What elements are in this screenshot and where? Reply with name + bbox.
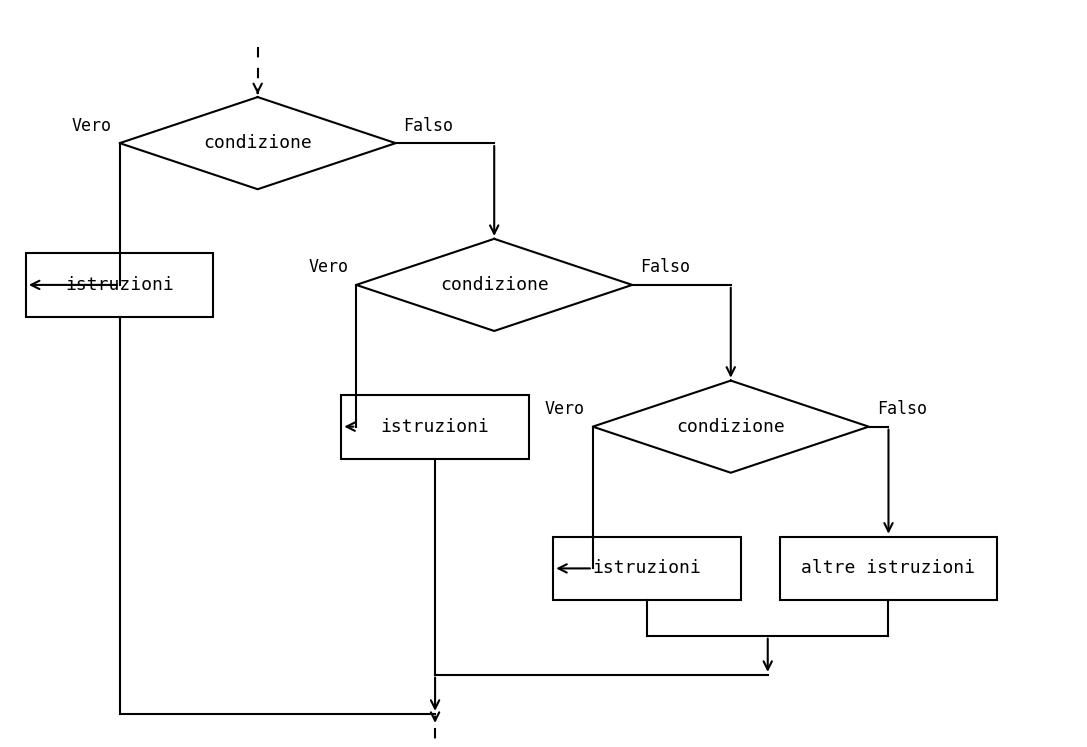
Text: Vero: Vero [72,117,112,134]
Text: Vero: Vero [309,258,348,276]
Bar [341,394,528,459]
Text: condizione: condizione [676,418,785,436]
Text: condizione: condizione [440,276,549,294]
Text: Falso: Falso [876,400,926,418]
Text: altre istruzioni: altre istruzioni [801,560,975,577]
Bar [26,253,213,317]
Text: istruzioni: istruzioni [592,560,701,577]
Text: Falso: Falso [640,258,690,276]
Bar [553,536,740,601]
Text: Vero: Vero [545,400,585,418]
Text: istruzioni: istruzioni [380,418,489,436]
Bar [780,536,997,601]
Text: istruzioni: istruzioni [65,276,174,294]
Text: condizione: condizione [203,134,312,152]
Text: Falso: Falso [403,117,453,134]
